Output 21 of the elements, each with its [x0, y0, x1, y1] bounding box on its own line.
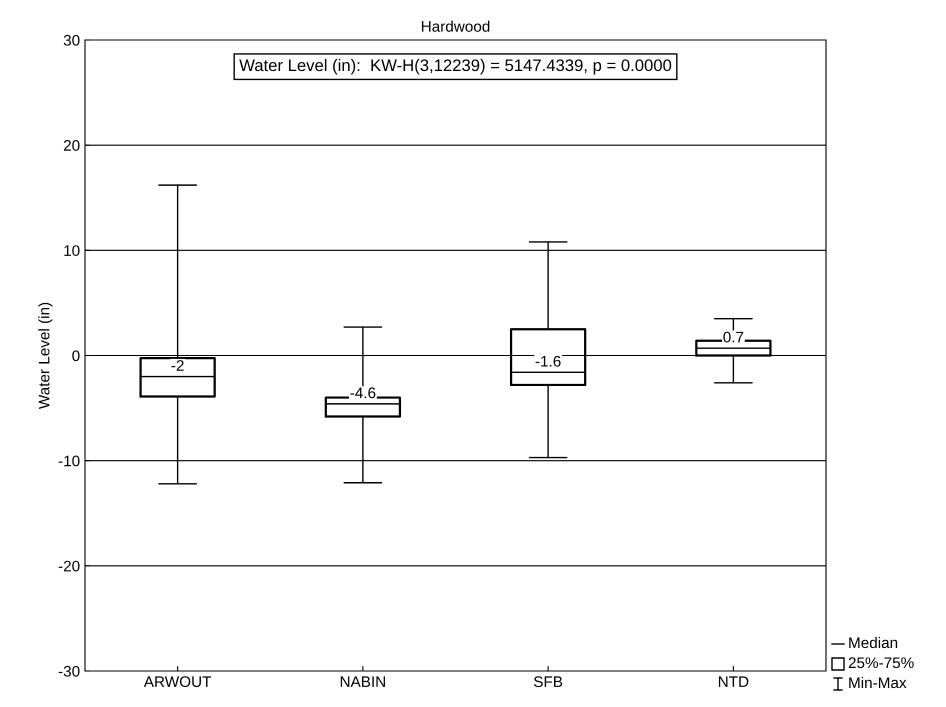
x-tick-label: NTD	[718, 676, 748, 687]
x-tick-label: SFB	[534, 676, 562, 688]
y-tick-label: -10	[58, 456, 80, 466]
annotation: Water Level (in): KW-H(3,12239) = 5147.4339, p = 0.0000	[239, 58, 672, 74]
text: -2	[172, 360, 184, 371]
y-tick-label: -20	[58, 560, 80, 572]
y-tick-label: 30	[64, 34, 80, 46]
y-tick-label: 10	[64, 245, 80, 256]
x-tick-label: ARWOUT	[144, 676, 212, 688]
y-tick-label: 20	[64, 140, 80, 151]
text: -4.6	[350, 387, 376, 398]
text: 0.7	[723, 332, 744, 342]
text: 25%-75%	[848, 657, 914, 668]
y-axis-title: Water Level (in)	[38, 302, 52, 410]
y-tick-label: 0	[72, 350, 80, 362]
text: Median	[849, 636, 898, 648]
text: Min-Max	[849, 676, 906, 688]
x-tick-label: NABIN	[340, 676, 385, 687]
text: -1.6	[536, 356, 561, 367]
y-tick-label: -30	[58, 666, 80, 677]
chart-title: Hardwood	[422, 20, 490, 32]
